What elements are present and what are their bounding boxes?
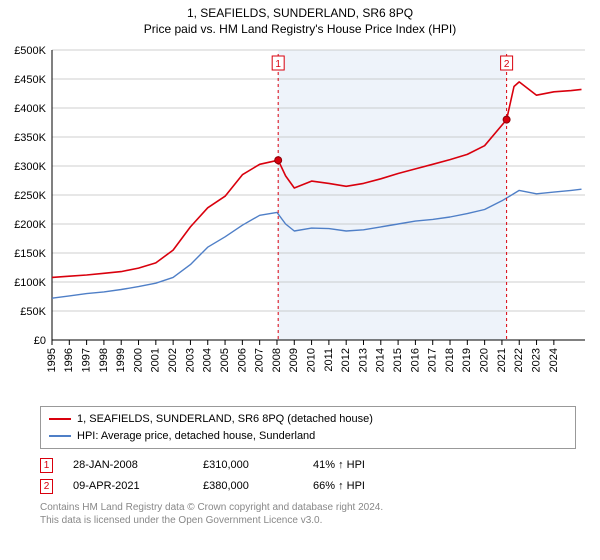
- svg-text:£50K: £50K: [20, 306, 46, 318]
- svg-text:£350K: £350K: [14, 132, 46, 144]
- svg-text:2021: 2021: [496, 348, 508, 372]
- transaction-delta: 41% ↑ HPI: [313, 455, 365, 476]
- svg-text:2017: 2017: [427, 348, 439, 372]
- svg-text:£450K: £450K: [14, 74, 46, 86]
- chart-svg: £0 £50K £100K £150K £200K £250K £300K £350K £400…: [0, 40, 600, 400]
- svg-text:2019: 2019: [461, 348, 473, 372]
- svg-text:2000: 2000: [132, 348, 144, 372]
- attribution-line: Contains HM Land Registry data © Crown c…: [40, 501, 576, 514]
- attribution-line: This data is licensed under the Open Gov…: [40, 514, 576, 527]
- legend: 1, SEAFIELDS, SUNDERLAND, SR6 8PQ (detac…: [40, 406, 576, 449]
- svg-text:2002: 2002: [167, 348, 179, 372]
- transaction-price: £380,000: [203, 476, 293, 497]
- svg-text:2011: 2011: [323, 348, 335, 372]
- svg-text:2009: 2009: [288, 348, 300, 372]
- svg-text:2015: 2015: [392, 348, 404, 372]
- legend-swatch: [49, 435, 71, 437]
- svg-text:2008: 2008: [271, 348, 283, 372]
- legend-item: 1, SEAFIELDS, SUNDERLAND, SR6 8PQ (detac…: [49, 411, 567, 428]
- svg-text:1996: 1996: [63, 348, 75, 372]
- svg-text:2024: 2024: [548, 348, 560, 372]
- transaction-date: 28-JAN-2008: [73, 455, 183, 476]
- svg-text:2: 2: [504, 59, 510, 70]
- svg-text:1998: 1998: [98, 348, 110, 372]
- svg-text:£200K: £200K: [14, 219, 46, 231]
- page-subtitle: Price paid vs. HM Land Registry's House …: [0, 20, 600, 40]
- price-chart: £0 £50K £100K £150K £200K £250K £300K £350K £400…: [0, 40, 600, 400]
- legend-label: HPI: Average price, detached house, Sund…: [77, 428, 315, 445]
- svg-text:2007: 2007: [254, 348, 266, 372]
- svg-text:2010: 2010: [305, 348, 317, 372]
- transaction-date: 09-APR-2021: [73, 476, 183, 497]
- legend-item: HPI: Average price, detached house, Sund…: [49, 428, 567, 445]
- svg-text:£250K: £250K: [14, 190, 46, 202]
- svg-text:2023: 2023: [530, 348, 542, 372]
- svg-text:1999: 1999: [115, 348, 127, 372]
- transaction-delta: 66% ↑ HPI: [313, 476, 365, 497]
- svg-text:£500K: £500K: [14, 45, 46, 57]
- svg-text:2003: 2003: [184, 348, 196, 372]
- svg-text:£300K: £300K: [14, 161, 46, 173]
- svg-text:2014: 2014: [375, 348, 387, 372]
- svg-text:2001: 2001: [150, 348, 162, 372]
- svg-text:2022: 2022: [513, 348, 525, 372]
- svg-text:2005: 2005: [219, 348, 231, 372]
- transaction-row: 1 28-JAN-2008 £310,000 41% ↑ HPI: [40, 455, 576, 476]
- svg-text:£0: £0: [34, 335, 46, 347]
- svg-text:£150K: £150K: [14, 248, 46, 260]
- legend-label: 1, SEAFIELDS, SUNDERLAND, SR6 8PQ (detac…: [77, 411, 373, 428]
- svg-text:1: 1: [275, 59, 281, 70]
- svg-text:2020: 2020: [479, 348, 491, 372]
- svg-text:2004: 2004: [202, 348, 214, 372]
- svg-text:2016: 2016: [409, 348, 421, 372]
- page-title: 1, SEAFIELDS, SUNDERLAND, SR6 8PQ: [0, 0, 600, 20]
- attribution: Contains HM Land Registry data © Crown c…: [40, 501, 576, 527]
- svg-text:£400K: £400K: [14, 103, 46, 115]
- svg-text:2012: 2012: [340, 348, 352, 372]
- svg-text:1995: 1995: [46, 348, 58, 372]
- svg-text:1997: 1997: [81, 348, 93, 372]
- svg-text:2006: 2006: [236, 348, 248, 372]
- svg-text:2013: 2013: [357, 348, 369, 372]
- transactions-table: 1 28-JAN-2008 £310,000 41% ↑ HPI 2 09-APR-202…: [40, 455, 576, 497]
- transaction-ref: 1: [40, 458, 53, 473]
- transaction-ref: 2: [40, 479, 53, 494]
- svg-text:2018: 2018: [444, 348, 456, 372]
- transaction-price: £310,000: [203, 455, 293, 476]
- svg-text:£100K: £100K: [14, 277, 46, 289]
- legend-swatch: [49, 418, 71, 420]
- transaction-row: 2 09-APR-2021 £380,000 66% ↑ HPI: [40, 476, 576, 497]
